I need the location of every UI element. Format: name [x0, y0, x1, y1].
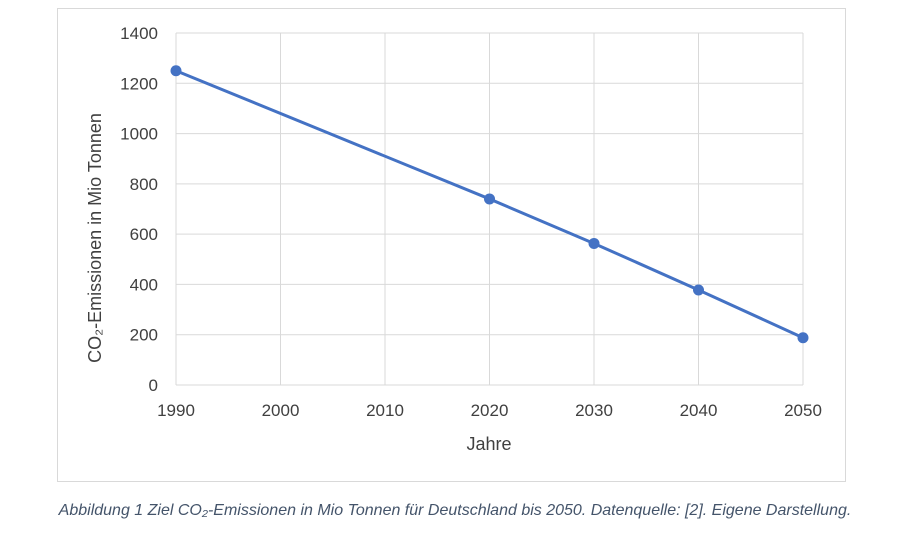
axis-ticks: 0 200 400 600 800 1000 1200 1400 1990 2000 2010 202… [120, 24, 822, 420]
x-tick-label: 2020 [471, 401, 509, 420]
data-point [588, 237, 600, 249]
chart-frame [57, 8, 846, 482]
x-axis-label: Jahre [466, 434, 511, 454]
y-tick-label: 1000 [120, 125, 158, 144]
x-tick-label: 2030 [575, 401, 613, 420]
grid [175, 32, 804, 386]
y-tick-label: 600 [130, 225, 158, 244]
data-point [484, 193, 495, 205]
y-axis-label: CO₂-Emissionen in Mio Tonnen [85, 113, 105, 363]
y-tick-label: 1200 [120, 74, 158, 93]
x-tick-label: 2040 [680, 401, 718, 420]
y-tick-label: 0 [149, 376, 158, 395]
x-tick-label: 2000 [262, 401, 300, 420]
y-tick-label: 400 [130, 275, 158, 294]
y-tick-label: 200 [130, 326, 158, 345]
x-tick-label: 2050 [784, 401, 822, 420]
x-tick-label: 1990 [157, 401, 195, 420]
data-point [170, 65, 182, 77]
y-tick-label: 1400 [120, 24, 158, 43]
line-chart: 0 200 400 600 800 1000 1200 1400 1990 2000 2010 202… [85, 24, 822, 454]
y-tick-label: 800 [130, 175, 158, 194]
data-point [797, 332, 809, 344]
series [170, 65, 809, 344]
x-tick-label: 2010 [366, 401, 404, 420]
figure-caption: Abbildung 1 Ziel CO₂-Emissionen in Mio T… [58, 502, 852, 519]
data-point [693, 284, 704, 296]
